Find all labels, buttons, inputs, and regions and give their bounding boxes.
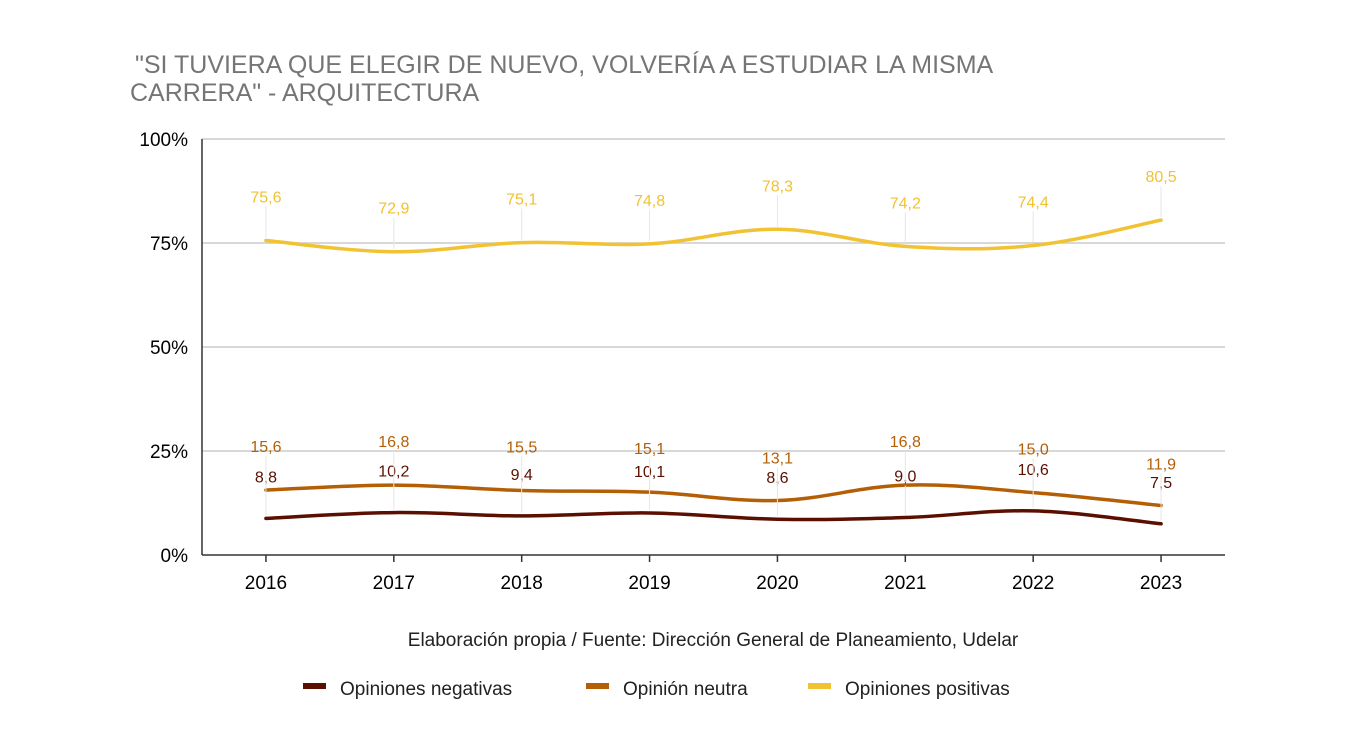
data-label: 16,8 bbox=[378, 434, 409, 451]
data-label: 13,1 bbox=[762, 451, 793, 468]
legend-label-1: Opiniones negativas bbox=[340, 679, 512, 700]
data-label: 15,5 bbox=[506, 440, 537, 457]
legend-label-2: Opinión neutra bbox=[623, 679, 748, 700]
x-tick-label: 2022 bbox=[1012, 573, 1054, 594]
x-axis-label: Elaboración propia / Fuente: Dirección G… bbox=[408, 630, 1019, 651]
data-label: 74,2 bbox=[890, 195, 921, 212]
x-tick-label: 2017 bbox=[373, 573, 415, 594]
data-label: 80,5 bbox=[1145, 169, 1176, 186]
y-axis-ticks: 0% 25% 50% 75% 100% bbox=[139, 130, 188, 567]
x-tick-label: 2019 bbox=[628, 573, 670, 594]
data-label: 11,9 bbox=[1146, 456, 1176, 473]
x-tick-label: 2018 bbox=[501, 573, 543, 594]
legend-label-3: Opiniones positivas bbox=[845, 679, 1010, 700]
legend-swatch-1 bbox=[303, 683, 326, 689]
legend: Opiniones negativas Opinión neutra Opinion… bbox=[303, 679, 1010, 700]
legend-swatch-3 bbox=[808, 683, 831, 689]
data-label: 78,3 bbox=[762, 178, 793, 195]
data-label: 15,6 bbox=[250, 439, 281, 456]
data-label: 15,1 bbox=[634, 441, 665, 458]
x-tick-label: 2021 bbox=[884, 573, 926, 594]
x-axis-ticks: 2016 2017 2018 2019 2020 2021 2022 2023 bbox=[245, 555, 1182, 594]
x-tick-label: 2016 bbox=[245, 573, 287, 594]
data-label: 75,1 bbox=[506, 192, 537, 209]
series-line-2 bbox=[264, 483, 1163, 508]
series-line-1 bbox=[264, 509, 1163, 526]
y-tick-label: 75% bbox=[150, 234, 188, 255]
y-tick-label: 50% bbox=[150, 338, 188, 359]
data-label: 74,4 bbox=[1018, 194, 1049, 211]
y-tick-label: 0% bbox=[161, 546, 189, 567]
x-tick-label: 2023 bbox=[1140, 573, 1182, 594]
data-label: 75,6 bbox=[250, 190, 281, 207]
x-tick-label: 2020 bbox=[756, 573, 798, 594]
y-tick-label: 100% bbox=[139, 130, 188, 151]
series-line-3 bbox=[264, 218, 1163, 254]
series-lines bbox=[264, 218, 1163, 526]
y-tick-label: 25% bbox=[150, 442, 188, 463]
data-label: 16,8 bbox=[890, 434, 921, 451]
data-label: 15,0 bbox=[1018, 442, 1049, 459]
data-label: 72,9 bbox=[378, 201, 409, 218]
data-label: 74,8 bbox=[634, 193, 665, 210]
chart-title-line-1: "SI TUVIERA QUE ELEGIR DE NUEVO, VOLVERÍ… bbox=[135, 50, 994, 79]
grid-lines bbox=[201, 138, 1225, 556]
chart-title-line-2: CARRERA" - ARQUITECTURA bbox=[130, 79, 480, 107]
data-labels: 8,8 10,2 9,4 10,1 8,6 9,0 10,67,515,6 16,8 15,5 1… bbox=[250, 169, 1177, 521]
legend-swatch-2 bbox=[586, 683, 609, 689]
